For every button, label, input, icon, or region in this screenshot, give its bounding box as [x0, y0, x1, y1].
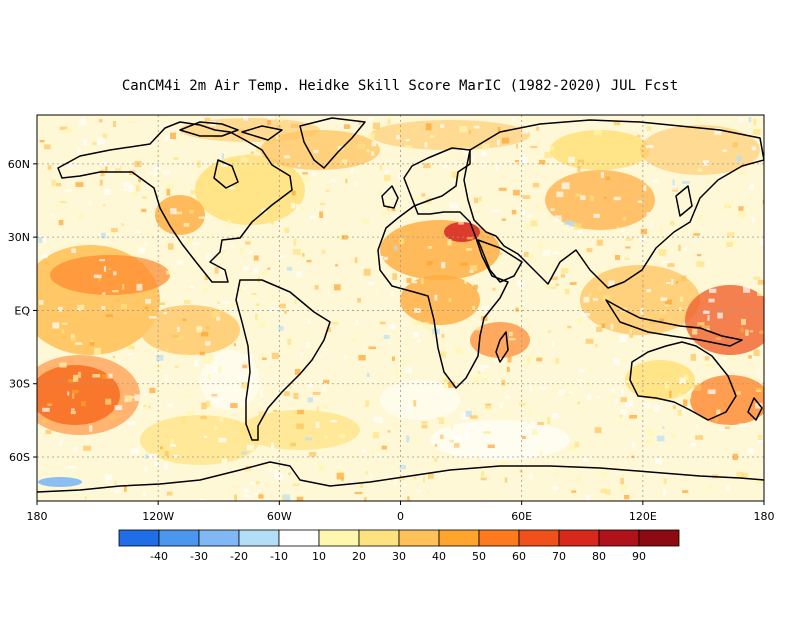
colorbar-swatch: [118, 529, 160, 547]
north-america-coast: [57, 121, 293, 283]
colorbar-label: 60: [512, 550, 526, 563]
lon-tick-label: 120E: [629, 510, 657, 523]
colorbar-label: -40: [150, 550, 168, 563]
arabia-coast: [477, 239, 523, 283]
hudson-bay: [213, 159, 239, 189]
colorbar-swatch: [318, 529, 360, 547]
colorbar-swatch: [558, 529, 600, 547]
madagascar-coast: [495, 331, 509, 363]
europe-africa-coast: [377, 147, 509, 389]
colorbar-label: 80: [592, 550, 606, 563]
colorbar-swatch: [158, 529, 200, 547]
arctic-islands: [179, 121, 283, 141]
lon-tick-label: 120W: [142, 510, 174, 523]
colorbar-swatch: [518, 529, 560, 547]
graticule: [37, 115, 764, 501]
lon-tick-label: 60W: [267, 510, 292, 523]
colorbar-label: 40: [432, 550, 446, 563]
australia-coast: [629, 341, 737, 421]
greenland-coast: [299, 117, 366, 169]
colorbar-label: 70: [552, 550, 566, 563]
colorbar-label: 10: [312, 550, 326, 563]
colorbar-swatch: [398, 529, 440, 547]
uk-coast: [381, 185, 399, 209]
colorbar-label: -30: [190, 550, 208, 563]
latitude-axis: 60N 30N EQ 30S 60S: [8, 158, 37, 464]
map-title: CanCM4i 2m Air Temp. Heidke Skill Score …: [121, 78, 679, 94]
lat-tick-label: 30S: [9, 378, 30, 391]
colorbar: -40 -30 -20 -10 10 20 30 40 50 60 70 80 90: [118, 529, 680, 563]
colorbar-label: -20: [230, 550, 248, 563]
coastlines: [37, 117, 764, 493]
lat-tick-label: 60N: [8, 158, 30, 171]
lat-tick-label: 30N: [8, 231, 30, 244]
colorbar-swatch: [478, 529, 520, 547]
colorbar-label: 20: [352, 550, 366, 563]
lon-tick-label: 0: [397, 510, 404, 523]
longitude-axis: 180 120W 60W 0 60E 120E 180: [27, 501, 775, 523]
colorbar-label: 30: [392, 550, 406, 563]
asia-coast: [463, 119, 764, 289]
colorbar-swatch: [198, 529, 240, 547]
lon-tick-label: 60E: [511, 510, 532, 523]
lon-tick-label: 180: [27, 510, 48, 523]
lat-tick-label: 60S: [9, 451, 30, 464]
lon-tick-label: 180: [754, 510, 775, 523]
colorbar-swatch: [238, 529, 280, 547]
colorbar-label: -10: [270, 550, 288, 563]
colorbar-swatch: [278, 529, 320, 547]
colorbar-label: 50: [472, 550, 486, 563]
antarctica-coast: [37, 461, 764, 493]
colorbar-label: 90: [632, 550, 646, 563]
lat-tick-label: EQ: [14, 304, 30, 317]
colorbar-swatch: [358, 529, 400, 547]
south-america-coast: [235, 279, 331, 441]
colorbar-swatch: [598, 529, 640, 547]
japan-coast: [675, 185, 693, 217]
indonesia-coast: [605, 299, 743, 347]
colorbar-swatch: [438, 529, 480, 547]
colorbar-swatch: [638, 529, 680, 547]
new-zealand-coast: [747, 397, 763, 421]
